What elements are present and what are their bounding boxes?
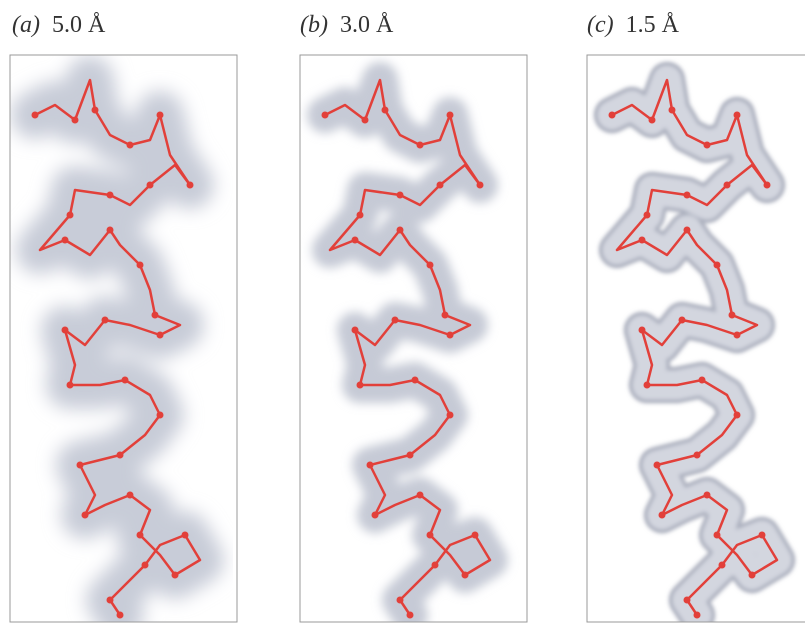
atom	[462, 572, 469, 579]
atom	[714, 532, 721, 539]
atom	[142, 562, 149, 569]
atom	[684, 227, 691, 234]
atom	[152, 312, 159, 319]
atom	[372, 512, 379, 519]
atom	[172, 572, 179, 579]
atom	[322, 112, 329, 119]
atom	[639, 237, 646, 244]
atom	[714, 262, 721, 269]
panel-label: (b)3.0 Å	[300, 12, 394, 38]
atom	[654, 462, 661, 469]
atom	[157, 332, 164, 339]
atom	[719, 562, 726, 569]
atom	[412, 377, 419, 384]
atom	[669, 107, 676, 114]
panel-c: (c)1.5 Å	[587, 12, 805, 622]
atom	[397, 227, 404, 234]
density-map	[35, 80, 200, 615]
panel-label: (a)5.0 Å	[12, 12, 106, 38]
atom	[407, 452, 414, 459]
atom	[442, 312, 449, 319]
atom	[649, 117, 656, 124]
atom	[704, 142, 711, 149]
atom	[157, 412, 164, 419]
atom	[32, 112, 39, 119]
atom	[77, 462, 84, 469]
atom	[367, 462, 374, 469]
atom	[447, 332, 454, 339]
atom	[92, 107, 99, 114]
atom	[352, 327, 359, 334]
atom	[127, 142, 134, 149]
atom	[734, 332, 741, 339]
atom	[694, 452, 701, 459]
atom	[699, 377, 706, 384]
atom	[187, 182, 194, 189]
atom	[427, 262, 434, 269]
atom	[102, 317, 109, 324]
atom	[82, 512, 89, 519]
atom	[749, 572, 756, 579]
atom	[684, 597, 691, 604]
figure: (a)5.0 Å (b)3.0 Å (c)1.5 Å	[0, 0, 805, 629]
atom	[67, 382, 74, 389]
atom	[107, 597, 114, 604]
atom	[679, 317, 686, 324]
atom	[407, 612, 414, 619]
panel-b: (b)3.0 Å	[300, 12, 527, 622]
atom	[659, 512, 666, 519]
panel-label: (c)1.5 Å	[587, 12, 680, 38]
atom	[684, 192, 691, 199]
atom	[362, 117, 369, 124]
atom	[182, 532, 189, 539]
atom	[477, 182, 484, 189]
atom	[62, 237, 69, 244]
atom	[107, 192, 114, 199]
atom	[437, 182, 444, 189]
atom	[644, 212, 651, 219]
atom	[67, 212, 74, 219]
density-map	[325, 80, 490, 615]
atom	[472, 532, 479, 539]
atom	[107, 227, 114, 234]
atom	[734, 412, 741, 419]
atom	[694, 612, 701, 619]
atom	[764, 182, 771, 189]
atom	[417, 492, 424, 499]
density-map	[612, 80, 777, 615]
atom	[704, 492, 711, 499]
atom	[147, 182, 154, 189]
atom	[382, 107, 389, 114]
atom	[127, 492, 134, 499]
atom	[122, 377, 129, 384]
atom	[357, 212, 364, 219]
panel-a: (a)5.0 Å	[10, 12, 237, 622]
atom	[397, 597, 404, 604]
atom	[137, 262, 144, 269]
atom	[62, 327, 69, 334]
atom	[644, 382, 651, 389]
atom	[157, 112, 164, 119]
atom	[357, 382, 364, 389]
atom	[137, 532, 144, 539]
atom	[729, 312, 736, 319]
atom	[392, 317, 399, 324]
atom	[352, 237, 359, 244]
atom	[447, 412, 454, 419]
atom	[734, 112, 741, 119]
atom	[117, 452, 124, 459]
atom	[759, 532, 766, 539]
atom	[639, 327, 646, 334]
atom	[609, 112, 616, 119]
atom	[117, 612, 124, 619]
atom	[427, 532, 434, 539]
atom	[397, 192, 404, 199]
atom	[72, 117, 79, 124]
atom	[724, 182, 731, 189]
atom	[417, 142, 424, 149]
atom	[447, 112, 454, 119]
atom	[432, 562, 439, 569]
